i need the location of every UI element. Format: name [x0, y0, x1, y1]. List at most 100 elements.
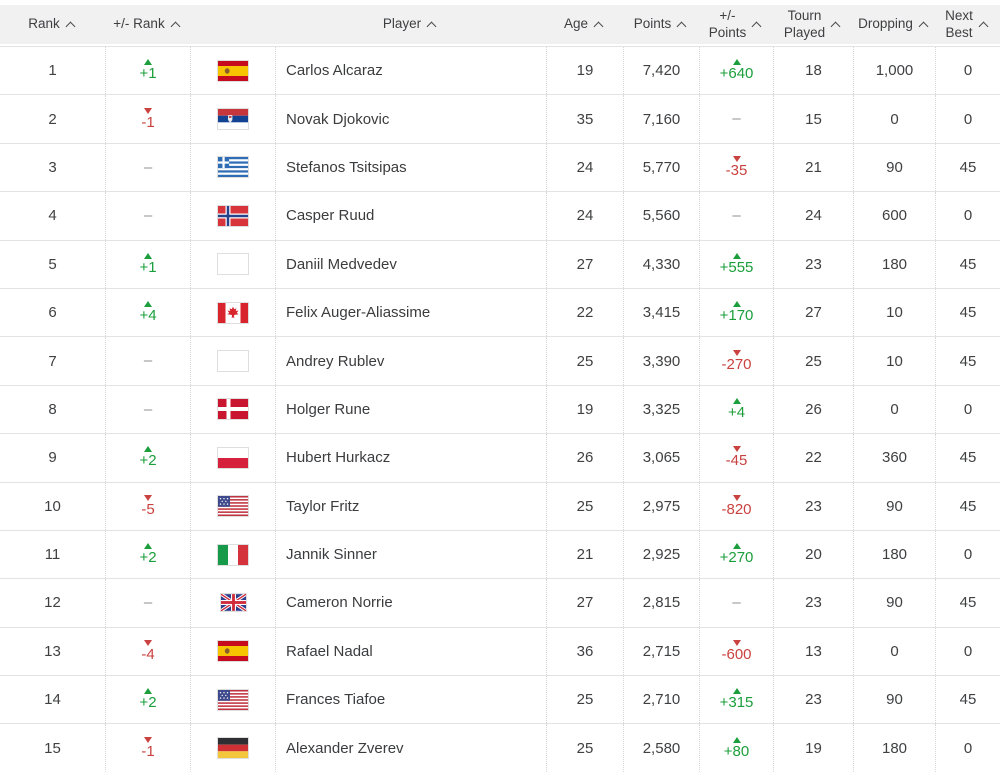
rank-cell: 10	[0, 483, 105, 530]
rank-change-cell: –	[105, 579, 190, 627]
age-cell-text: 19	[576, 62, 594, 80]
player-row[interactable]: 11 +2 Jannik Sinner 21 2,925 +270 20 180 0	[0, 529, 1000, 579]
dropping-cell: 360	[853, 434, 935, 482]
dropping-cell-text: 600	[881, 207, 908, 225]
dropping-cell: 0	[853, 385, 935, 434]
age-cell: 25	[546, 724, 623, 772]
column-header-tourn_played[interactable]: Tourn Played	[773, 5, 853, 44]
next-best-cell: 45	[935, 676, 1000, 724]
next-best-cell: 0	[935, 530, 1000, 579]
points-change-cell: +80	[699, 724, 773, 772]
tourn-played-cell-text: 23	[805, 255, 822, 273]
column-header-age[interactable]: Age	[546, 5, 623, 44]
rank-cell-text: 5	[48, 255, 57, 273]
up-triangle-icon	[732, 59, 741, 66]
points-cell-text: 5,560	[642, 207, 681, 225]
player-name-cell: Daniil Medvedev	[275, 240, 546, 288]
column-header-points[interactable]: Points	[623, 5, 699, 44]
rank-change-cell: +2	[105, 434, 190, 482]
player-row[interactable]: 15 -1 Alexander Zverev 25 2,580 +80 19 180 0	[0, 723, 1000, 772]
up-triangle-icon	[732, 688, 741, 695]
dropping-cell-text: 10	[886, 304, 903, 322]
player-row[interactable]: 13 -4 Rafael Nadal 36 2,715 -600 13 0 0	[0, 626, 1000, 676]
rank-cell: 4	[0, 192, 105, 239]
tourn-played-cell-text: 18	[805, 62, 822, 80]
player-name-cell-text: Taylor Fritz	[286, 497, 360, 515]
rank-cell-text: 8	[48, 400, 57, 418]
rank-change-cell-value: +4	[139, 307, 157, 325]
rank-cell-text: 6	[48, 304, 57, 322]
points-cell: 3,415	[623, 288, 699, 337]
tourn-played-cell: 18	[773, 47, 853, 95]
flag-cell	[190, 676, 275, 724]
rank-cell: 3	[0, 144, 105, 191]
points-change-cell: +555	[699, 240, 773, 288]
dropping-cell-text: 90	[886, 594, 903, 612]
player-row[interactable]: 9 +2 Hubert Hurkacz 26 3,065 -45 22 360 45	[0, 433, 1000, 482]
player-name-cell-text: Andrey Rublev	[286, 352, 385, 370]
points-cell-text: 3,325	[642, 400, 681, 418]
points-change-cell: –	[699, 579, 773, 627]
flag-cell	[190, 385, 275, 434]
points-change-cell: -820	[699, 482, 773, 530]
rank-cell-text: 2	[48, 110, 57, 128]
player-row[interactable]: 5 +1 Daniil Medvedev 27 4,330 +555 23 180 45	[0, 239, 1000, 288]
age-cell: 26	[546, 434, 623, 482]
flag-icon-blank	[218, 254, 248, 275]
up-triangle-icon	[144, 446, 152, 453]
column-header-rank_change[interactable]: +/- Rank	[105, 5, 190, 44]
column-header-label: Player	[382, 16, 422, 32]
tourn-played-cell: 13	[773, 627, 853, 676]
player-row[interactable]: 7 – Andrey Rublev 25 3,390 -270 25 10 45	[0, 336, 1000, 385]
column-header-next_best[interactable]: Next Best	[935, 5, 1000, 44]
player-name-cell-text: Hubert Hurkacz	[286, 449, 391, 467]
flag-cell	[190, 724, 275, 772]
rank-change-cell-value: +2	[139, 694, 157, 712]
points-change-cell: -35	[699, 143, 773, 192]
dropping-cell: 180	[853, 240, 935, 288]
next-best-cell: 45	[935, 434, 1000, 482]
points-cell: 2,580	[623, 724, 699, 772]
player-row[interactable]: 12 – Cameron Norrie 27 2,815 – 23 90 45	[0, 578, 1000, 627]
player-row[interactable]: 3 – Stefanos Tsitsipas 24 5,770 -35 21 90 45	[0, 142, 1000, 192]
player-row[interactable]: 10 -5 Taylor Fritz 25 2,975 -820 23 90 45	[0, 481, 1000, 530]
age-cell-text: 24	[576, 158, 594, 176]
dropping-cell: 180	[853, 724, 935, 772]
dropping-cell-text: 180	[881, 546, 908, 564]
player-row[interactable]: 6 +4 Felix Auger-Aliassime 22 3,415 +170 27 10 4…	[0, 287, 1000, 337]
player-row[interactable]: 14 +2 Frances Tiafoe 25 2,710 +315 23 90 45	[0, 675, 1000, 724]
rank-change-cell-value: +1	[139, 65, 157, 83]
dropping-cell-text: 180	[881, 255, 908, 273]
age-cell-text: 25	[576, 497, 594, 515]
points-change-cell: -270	[699, 337, 773, 385]
age-cell: 25	[546, 337, 623, 385]
column-header-points_change[interactable]: +/- Points	[699, 5, 773, 44]
next-best-cell: 0	[935, 95, 1000, 143]
rank-change-cell-value: +1	[139, 258, 157, 276]
rank-change-cell-value: –	[143, 400, 153, 418]
player-row[interactable]: 2 -1 Novak Djokovic 35 7,160 – 15 0 0	[0, 94, 1000, 143]
rank-change-cell-value: -1	[141, 742, 155, 760]
points-cell-text: 3,415	[642, 304, 681, 322]
player-row[interactable]: 1 +1 Carlos Alcaraz 19 7,420 +640 18 1,000 0	[0, 46, 1000, 95]
player-row[interactable]: 8 – Holger Rune 19 3,325 +4 26 0 0	[0, 384, 1000, 434]
points-change-cell-value: +4	[727, 404, 746, 422]
tourn-played-cell: 23	[773, 676, 853, 724]
points-cell-text: 7,420	[642, 62, 681, 80]
flag-cell	[190, 95, 275, 143]
column-header-player[interactable]: Player	[275, 5, 546, 44]
sort-caret-icon	[427, 19, 438, 31]
age-cell-text: 26	[576, 449, 594, 467]
column-header-rank[interactable]: Rank	[0, 5, 105, 44]
points-change-cell: +170	[699, 288, 773, 337]
next-best-cell: 0	[935, 47, 1000, 95]
rank-cell: 8	[0, 386, 105, 433]
up-triangle-icon	[144, 543, 152, 550]
player-name-cell: Andrey Rublev	[275, 337, 546, 385]
player-row[interactable]: 4 – Casper Ruud 24 5,560 – 24 600 0	[0, 191, 1000, 240]
player-name-cell-text: Stefanos Tsitsipas	[286, 158, 407, 176]
age-cell: 27	[546, 240, 623, 288]
rank-change-cell-value: –	[143, 206, 153, 224]
dropping-cell: 0	[853, 627, 935, 676]
column-header-dropping[interactable]: Dropping	[853, 5, 935, 44]
